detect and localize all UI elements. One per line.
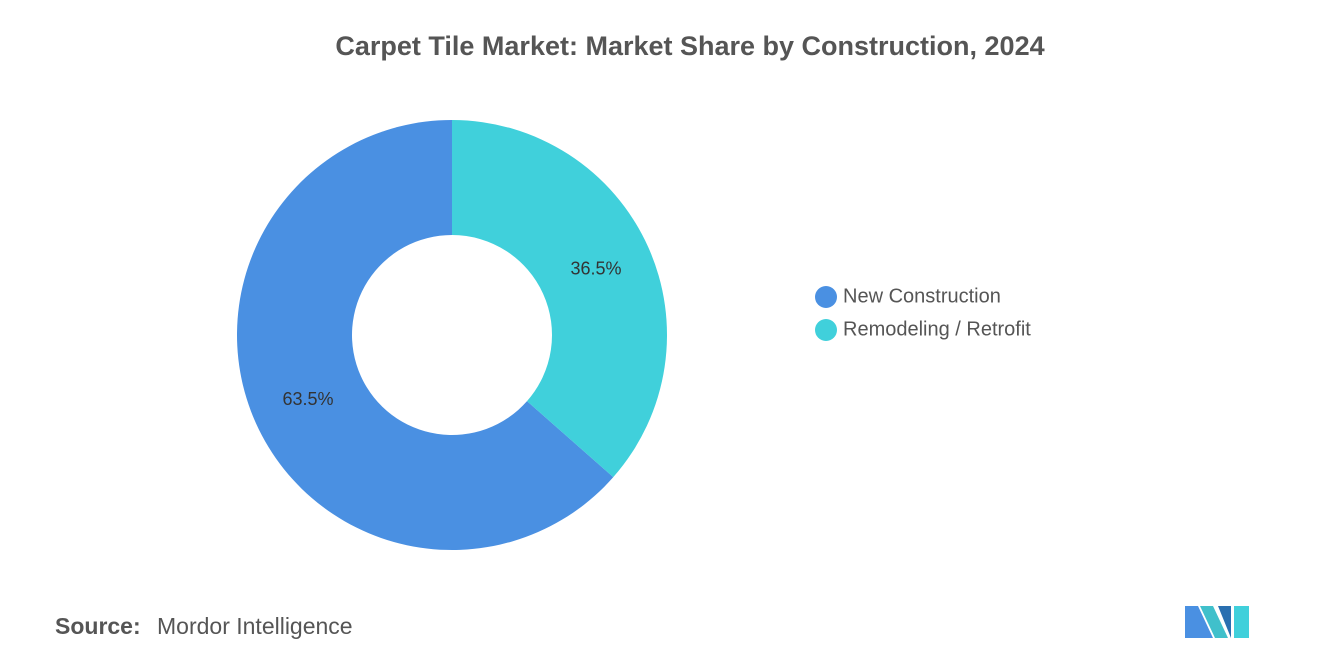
legend-swatch [815,286,837,308]
value-label: 36.5% [570,259,621,279]
donut: 63.5% 36.5% [236,120,667,550]
value-label: 63.5% [282,389,333,409]
slice [452,120,667,478]
source-label: Source: [55,613,141,639]
legend: New Construction Remodeling / Retrofit [815,285,1031,341]
logo [1185,606,1249,638]
source-text: Mordor Intelligence [157,613,353,639]
slice [236,120,614,550]
legend-swatch [815,319,837,341]
legend-label: Remodeling / Retrofit [843,318,1031,340]
chart-title: Carpet Tile Market: Market Share by Cons… [335,31,1044,61]
legend-label: New Construction [843,285,1001,307]
